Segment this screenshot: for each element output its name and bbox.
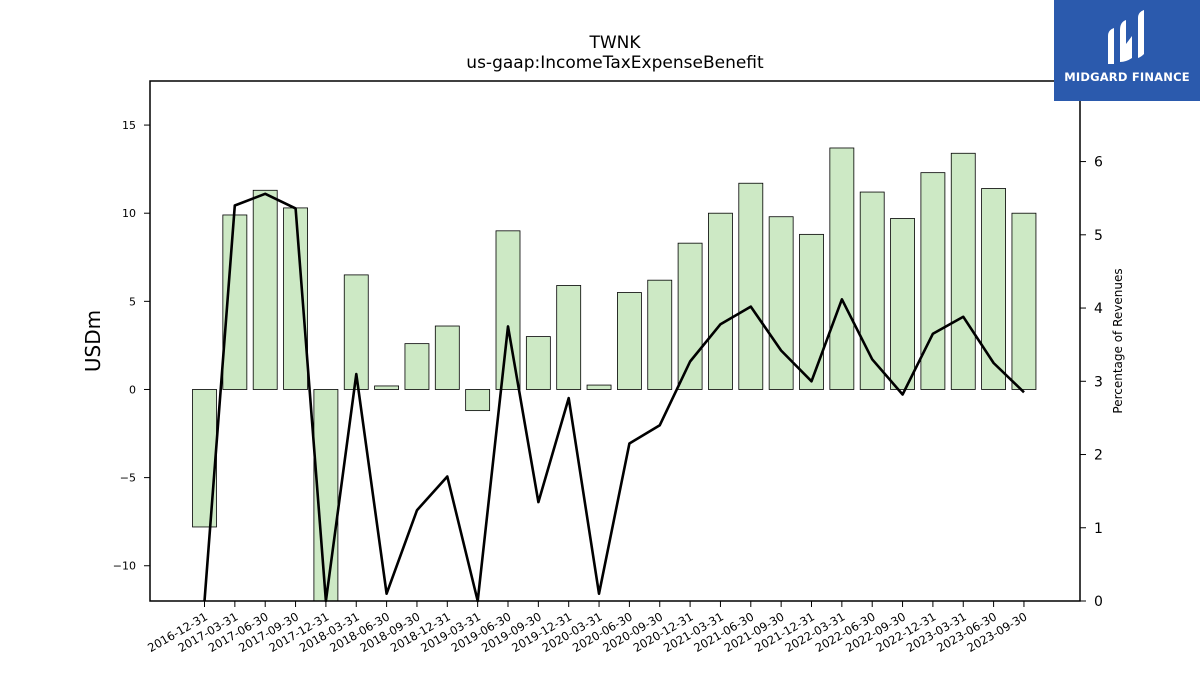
bar [920,172,946,390]
chart-title: TWNK [588,33,641,53]
bar [950,152,976,390]
x-axis: 2016-12-312017-03-312017-06-302017-09-30… [145,601,1029,655]
y2-tick-label: 5 [1094,228,1103,244]
bar [829,147,855,390]
y-tick-label: 15 [122,119,136,132]
bar [647,279,673,390]
bar [434,325,460,390]
y-axis: −10 −5 0 5 10 15 [113,119,150,573]
chart-subtitle: us-gaap:IncomeTaxExpenseBenefit [466,53,764,73]
bar [586,384,612,390]
bar [617,292,642,390]
bar [374,385,400,390]
y2-tick-label: 4 [1094,301,1103,317]
y2-tick-label: 3 [1094,374,1103,390]
bar [404,343,430,390]
y-tick-label: −5 [120,472,136,485]
y2-tick-label: 1 [1094,521,1103,537]
bar [525,336,551,390]
bar-series [192,147,1037,602]
y2-axis: 01234567 [1080,81,1103,610]
bar [495,230,521,390]
y2-tick-label: 0 [1094,594,1103,610]
y2-axis-label: Percentage of Revenues [1111,268,1125,413]
bar [981,188,1006,390]
bar [890,218,915,390]
bar [738,182,764,390]
bar [799,233,824,390]
bar [556,285,582,390]
y2-tick-label: 6 [1094,155,1103,171]
bar [677,242,703,390]
bar [252,189,278,390]
bar [465,389,491,412]
brand-logo: MIDGARD FINANCE [1054,0,1200,101]
bar [283,207,308,390]
line-series [203,192,1025,603]
y-tick-label: 0 [129,383,136,396]
bar [708,212,733,390]
bar [768,216,794,390]
bar [1011,212,1037,390]
brand-name: MIDGARD FINANCE [1064,70,1190,84]
y-axis-label: USDm [81,310,105,372]
y-tick-label: 10 [122,207,136,220]
y-tick-label: 5 [129,295,136,308]
midgard-logo-icon [1108,10,1144,64]
y2-tick-label: 2 [1094,448,1103,464]
bar [343,274,369,390]
plot-frame [149,80,1081,602]
y-tick-label: −10 [113,560,136,573]
series-line [203,192,1025,603]
